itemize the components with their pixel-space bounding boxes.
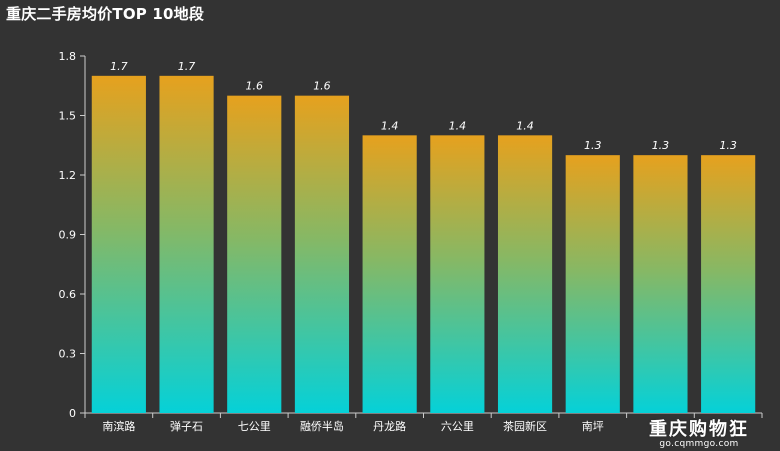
x-tick-label: 南滨路 [102,419,135,433]
x-tick-label: 弹子石 [170,419,203,433]
x-tick-label: 六公里 [441,420,474,433]
bar-value-label: 1.7 [110,60,128,73]
y-axis: 0 0.3 0.6 0.9 1.2 1.5 1.8 [59,50,86,420]
bar-value-label: 1.6 [313,80,331,93]
x-axis: 南滨路 弹子石 七公里 融侨半岛 丹龙路 六公里 茶园新区 南坪 南 [84,412,763,433]
data-labels: 1.7 1.7 1.6 1.6 1.4 1.4 1.4 1.3 1.3 1.3 [110,60,737,152]
bar-value-label: 1.4 [516,119,534,132]
chart-title: 重庆二手房均价TOP 10地段 [6,5,205,23]
x-tick-label: 茶园新区 [503,419,547,433]
bar [701,155,756,413]
bars [91,75,756,414]
bar-value-label: 1.4 [449,119,467,132]
x-tick-label: 丹龙路 [373,420,406,433]
bar-value-label: 1.3 [652,139,670,152]
y-tick-label: 0 [69,407,76,420]
x-tick-label: 融侨半岛 [300,419,344,433]
x-tick-label: 南 [655,420,666,433]
bar [430,135,485,414]
bar-value-label: 1.3 [719,139,737,152]
x-tick-label: 南坪 [582,420,604,433]
y-tick-label: 1.5 [59,110,77,123]
y-tick-label: 0.6 [59,288,77,301]
bar-value-label: 1.3 [584,139,602,152]
bar [227,95,282,414]
bar-value-label: 1.6 [246,80,264,93]
bar-value-label: 1.7 [178,60,196,73]
x-tick-label: 七公里 [238,420,271,433]
y-tick-label: 1.2 [59,169,77,182]
bar [565,155,620,413]
y-tick-label: 0.9 [59,229,77,242]
bar [362,135,417,414]
bar-value-label: 1.4 [381,119,399,132]
bar [633,155,688,413]
bar [294,95,350,414]
bar [159,75,214,413]
y-tick-label: 0.3 [59,348,77,361]
bar [91,75,146,413]
y-tick-label: 1.8 [59,50,77,63]
bar [497,135,553,414]
